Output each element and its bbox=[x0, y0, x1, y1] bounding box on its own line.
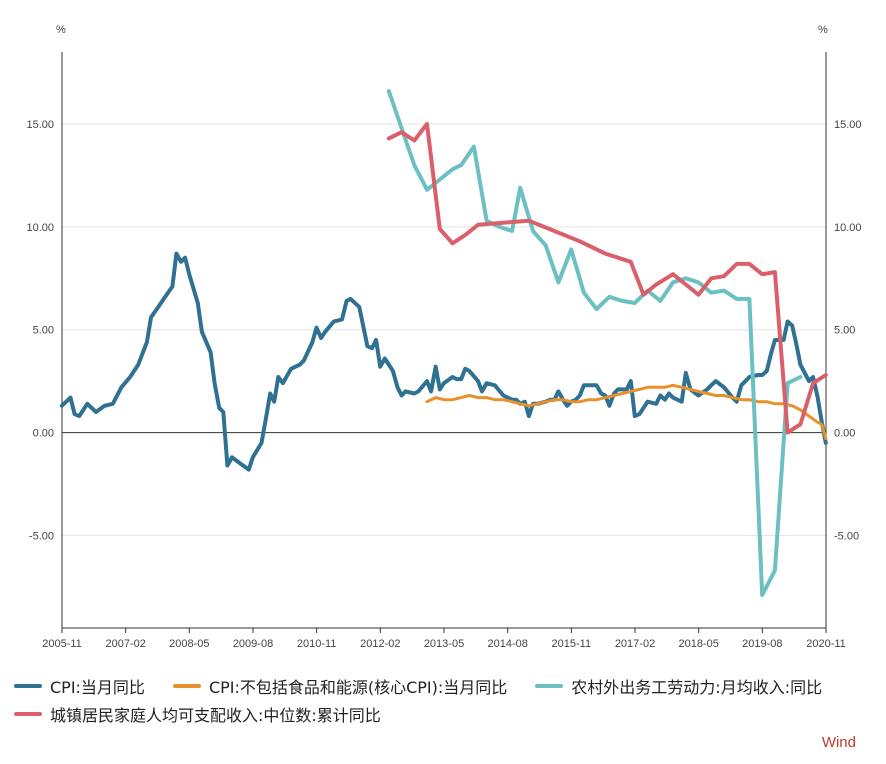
series-line-2 bbox=[386, 89, 803, 598]
x-tick-label: 2014-08 bbox=[487, 638, 527, 650]
source-label: Wind bbox=[821, 734, 856, 751]
legend-label-urban-income: 城镇居民家庭人均可支配收入:中位数:累计同比 bbox=[50, 706, 381, 725]
legend-label-cpi: CPI:当月同比 bbox=[50, 678, 145, 697]
x-tick-label: 2010-11 bbox=[297, 638, 337, 650]
legend-label-migrant-income: 农村外出务工劳动力:月均收入:同比 bbox=[571, 678, 823, 697]
legend-swatch-migrant-income bbox=[535, 684, 564, 688]
legend-item-cpi[interactable]: CPI:当月同比 bbox=[14, 674, 145, 698]
y-tick-label-left: 10.00 bbox=[26, 222, 54, 234]
legend-swatch-cpi bbox=[14, 684, 42, 688]
y-unit-left: % bbox=[56, 24, 66, 36]
x-tick-label: 2012-02 bbox=[360, 638, 400, 650]
x-tick-label: 2007-02 bbox=[105, 638, 145, 650]
axes bbox=[61, 52, 827, 633]
y-tick-label-left: 0.00 bbox=[33, 428, 54, 440]
y-tick-label-right: 10.00 bbox=[834, 222, 862, 234]
y-tick-label-right: -5.00 bbox=[834, 530, 859, 542]
x-tick-label: 2015-11 bbox=[552, 638, 592, 650]
y-tick-label-left: -5.00 bbox=[29, 530, 54, 542]
legend-swatch-urban-income bbox=[14, 712, 42, 716]
y-tick-label-right: 0.00 bbox=[834, 428, 855, 440]
y-tick-label-right: 5.00 bbox=[834, 325, 855, 337]
series-line-1 bbox=[425, 383, 828, 441]
y-tick-label-right: 15.00 bbox=[834, 119, 862, 131]
y-tick-labels: -5.00 -5.00 0.00 0.00 5.00 5.00 10.00 10.00 15.0… bbox=[26, 119, 861, 542]
grid-lines bbox=[62, 123, 826, 536]
legend-label-core-cpi: CPI:不包括食品和能源(核心CPI):当月同比 bbox=[208, 678, 508, 697]
x-tick-label: 2019-08 bbox=[742, 638, 782, 650]
y-tick-label-left: 15.00 bbox=[26, 119, 54, 131]
series-line-3 bbox=[386, 122, 828, 435]
y-tick-label-left: 5.00 bbox=[33, 325, 54, 337]
x-tick-label: 2013-05 bbox=[424, 638, 464, 650]
x-tick-label: 2008-05 bbox=[169, 638, 209, 650]
x-tick-label: 2018-05 bbox=[678, 638, 718, 650]
legend-row-1: CPI:当月同比 CPI:不包括食品和能源(核心CPI):当月同比 农村外出务工… bbox=[14, 672, 874, 700]
series-line-0 bbox=[59, 251, 828, 472]
series-lines bbox=[59, 89, 828, 598]
legend: CPI:当月同比 CPI:不包括食品和能源(核心CPI):当月同比 农村外出务工… bbox=[14, 672, 874, 728]
x-tick-label: 2005-11 bbox=[42, 638, 82, 650]
legend-item-urban-income[interactable]: 城镇居民家庭人均可支配收入:中位数:累计同比 bbox=[14, 702, 381, 726]
line-chart: % % -5.00 -5.00 0.00 0.00 5.00 5.00 10.00 10.00… bbox=[26, 24, 861, 650]
x-tick-labels: 2005-11 2007-02 2008-05 2009-08 2010-11 2012-… bbox=[42, 638, 846, 650]
y-unit-right: % bbox=[818, 24, 828, 36]
legend-item-migrant-income[interactable]: 农村外出务工劳动力:月均收入:同比 bbox=[535, 674, 822, 698]
legend-row-2: 城镇居民家庭人均可支配收入:中位数:累计同比 bbox=[14, 700, 874, 728]
legend-item-core-cpi[interactable]: CPI:不包括食品和能源(核心CPI):当月同比 bbox=[172, 674, 508, 698]
x-tick-label: 2009-08 bbox=[233, 638, 273, 650]
x-tick-label: 2017-02 bbox=[615, 638, 655, 650]
x-tick-label: 2020-11 bbox=[806, 638, 846, 650]
legend-swatch-core-cpi bbox=[172, 684, 201, 688]
